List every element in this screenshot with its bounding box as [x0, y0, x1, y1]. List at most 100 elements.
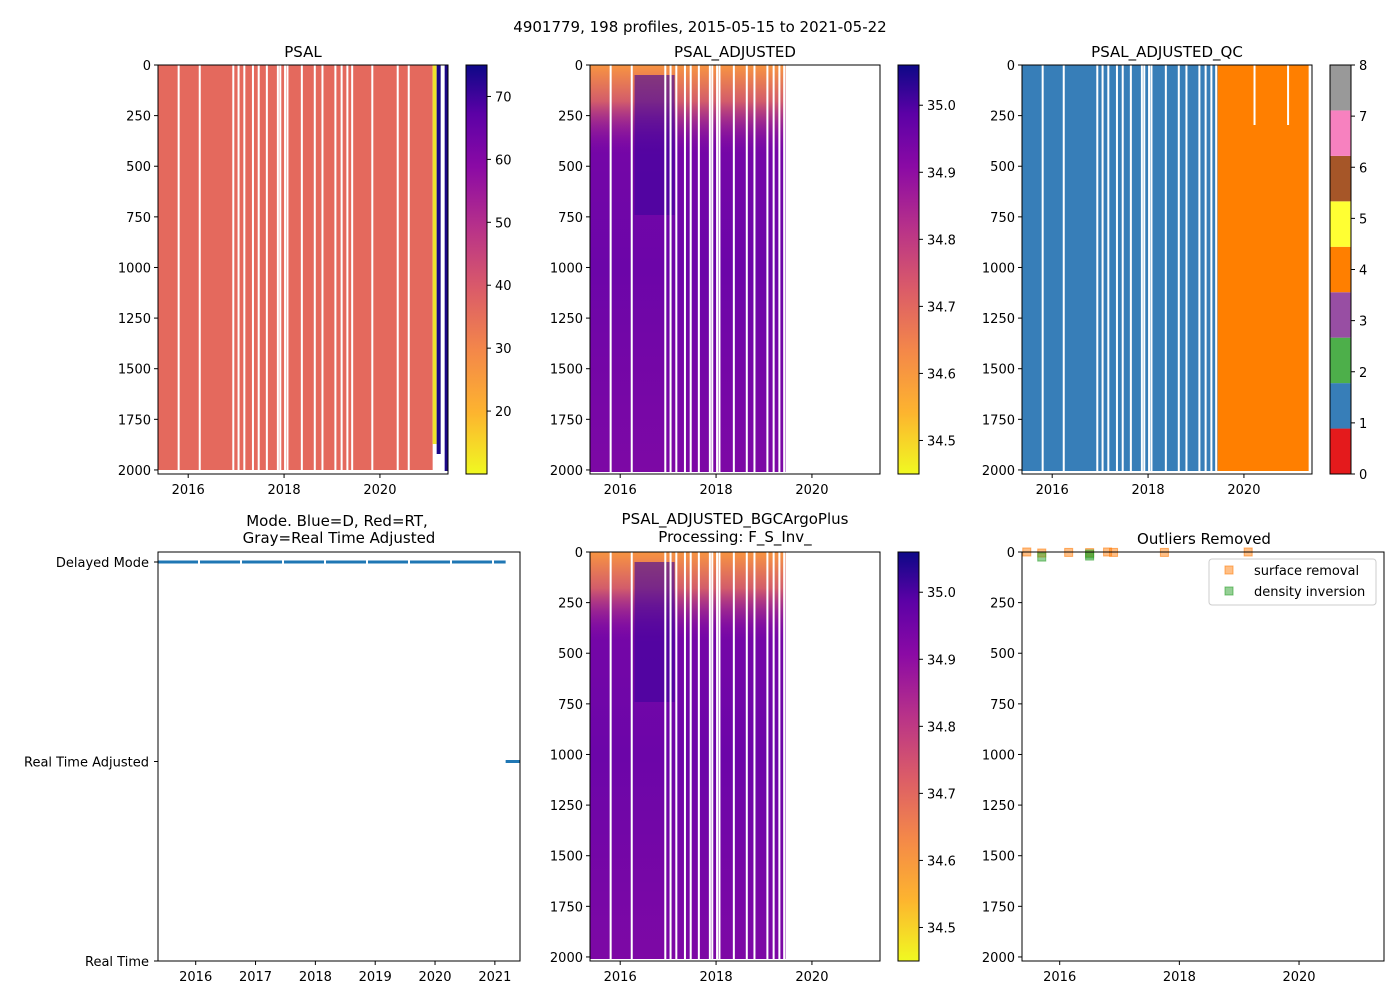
colorbar-tick-label: 2: [1359, 366, 1367, 381]
surface-layer: [590, 552, 786, 642]
x-tick-label: 2020: [1227, 483, 1260, 498]
y-tick-label: 750: [990, 698, 1015, 713]
profile-gap: [340, 65, 343, 474]
profile-gap: [664, 552, 667, 961]
panel-mode-axes: Delayed Mode Real Time Adjusted Real Time 2…: [24, 556, 511, 985]
y-tick-label: 250: [126, 110, 151, 125]
y-tick-label: 1500: [982, 850, 1015, 865]
colorbar-tick-label: 20: [495, 405, 512, 420]
profile-gap: [1210, 65, 1213, 474]
colorbar-tick-label: 34.9: [927, 166, 956, 181]
profile-gap: [1204, 65, 1207, 474]
colorbar-tick-label: 50: [495, 216, 512, 231]
profile-gap: [1150, 65, 1153, 474]
y-tick-label: 250: [558, 110, 583, 125]
profile-gap: [609, 552, 612, 961]
legend: surface removal density inversion: [1208, 558, 1377, 606]
profile-gap: [630, 552, 633, 961]
profile-gap: [284, 65, 287, 474]
psal-high-profile: [444, 65, 448, 471]
profile-gap: [1129, 65, 1132, 474]
panel-bgc: PSAL_ADJUSTED_BGCArgoPlus Processing: F_…: [550, 510, 956, 985]
qc-4-region: [1217, 65, 1309, 471]
fresh-core: [634, 562, 675, 702]
x-tick-label: 2021: [478, 970, 511, 985]
colorbar-tick-label: 8: [1359, 59, 1367, 74]
panel-outliers-title: Outliers Removed: [1137, 530, 1271, 548]
y-tick-label: 1750: [982, 413, 1015, 428]
panel-psal-adjusted: PSAL_ADJUSTED 0 250 500 750 1000 1250 1500 1750…: [550, 43, 956, 498]
panel-psal-adjusted-title: PSAL_ADJUSTED: [674, 43, 796, 62]
qc-1-region: [1022, 65, 1218, 471]
profile-gap: [1107, 65, 1110, 474]
profile-gap: [198, 65, 201, 474]
panel-outliers-axes: 0 250 500 750 1000 1250 1500 1750 2000 2016 2018 20…: [982, 546, 1316, 985]
colorbar-tick-label: 1: [1359, 417, 1367, 432]
colorbar-tick-label: 0: [1359, 468, 1367, 483]
y-tick-label: 1250: [550, 312, 583, 327]
y-tick-label: 0: [143, 59, 151, 74]
qc-colorbar-segment: [1330, 292, 1351, 338]
y-tick-label: 750: [558, 698, 583, 713]
profile-gap: [1101, 65, 1104, 474]
colorbar-tick-label: 6: [1359, 161, 1367, 176]
y-tick-label: 750: [558, 211, 583, 226]
y-tick-label: 1250: [982, 312, 1015, 327]
x-tick-label: 2018: [700, 483, 733, 498]
y-tick-label: Real Time: [85, 955, 149, 970]
colorbar-tick-label: 5: [1359, 212, 1367, 227]
panel-bgc-colorbar: [897, 551, 920, 962]
colorbar-tick-label: 60: [495, 153, 512, 168]
legend-surface-removal-marker: [1224, 565, 1234, 575]
colorbar-tick-label: 34.5: [927, 921, 956, 936]
y-tick-label: 2000: [550, 951, 583, 966]
panel-bgc-title-line1: PSAL_ADJUSTED_BGCArgoPlus: [622, 510, 849, 529]
legend-density-inversion-marker: [1224, 586, 1234, 596]
figure-suptitle: 4901779, 198 profiles, 2015-05-15 to 202…: [513, 18, 886, 36]
panel-qc-axes: 0 250 500 750 1000 1250 1500 1750 2000 2016 2018 20…: [982, 59, 1261, 498]
profile-gap: [177, 65, 180, 474]
profile-gap: [313, 65, 316, 474]
profile-gap: [778, 552, 781, 961]
colorbar-tick-label: 34.8: [927, 720, 956, 735]
y-tick-label: 1250: [118, 312, 151, 327]
colorbar-tick-label: 34.5: [927, 434, 956, 449]
colorbar-tick-label: 34.9: [927, 653, 956, 668]
y-tick-label: 250: [990, 110, 1015, 125]
x-tick-label: 2018: [268, 483, 301, 498]
profile-gap: [407, 65, 410, 474]
y-tick-label: 1000: [118, 261, 151, 276]
colorbar-tick-label: 30: [495, 342, 512, 357]
profile-gap: [697, 65, 700, 474]
profile-gap: [1164, 65, 1167, 474]
y-tick-label: 500: [126, 160, 151, 175]
profile-gap: [1185, 65, 1188, 474]
profile-gap: [716, 65, 719, 474]
profile-gap: [1143, 65, 1146, 474]
x-tick-label: 2020: [363, 483, 396, 498]
profile-gap: [711, 65, 714, 474]
y-tick-label: 1750: [118, 413, 151, 428]
profile-gap: [1096, 65, 1099, 474]
y-tick-label: 750: [990, 211, 1015, 226]
profile-gap: [334, 65, 337, 474]
y-tick-label: 250: [990, 597, 1015, 612]
x-tick-label: 2020: [795, 483, 828, 498]
y-tick-label: 2000: [982, 951, 1015, 966]
y-tick-label: 1750: [550, 413, 583, 428]
colorbar-tick-label: 34.6: [927, 854, 956, 869]
profile-gap: [1148, 65, 1151, 474]
profile-gap: [243, 65, 246, 474]
profile-gap: [1115, 65, 1118, 474]
colorbar-tick-label: 40: [495, 279, 512, 294]
profile-gap: [708, 65, 711, 474]
panel-psal-adjusted-qc: PSAL_ADJUSTED_QC 02505007501000125015001…: [982, 43, 1367, 498]
y-tick-label: 0: [1007, 546, 1015, 561]
panel-bgc-title-line2: Processing: F_S_Inv_: [658, 528, 812, 547]
panel-bgc-colorbar-ticks: 34.5 34.6 34.7 34.8 34.9 35.0: [919, 586, 956, 936]
psal-high-profile: [436, 65, 441, 454]
panel-qc-colorbar-ticks: 0 1 2 3 4 5 6 7 8: [1351, 59, 1367, 483]
profile-gap: [371, 65, 374, 474]
profile-gap: [321, 65, 324, 474]
profile-gap: [697, 552, 700, 961]
